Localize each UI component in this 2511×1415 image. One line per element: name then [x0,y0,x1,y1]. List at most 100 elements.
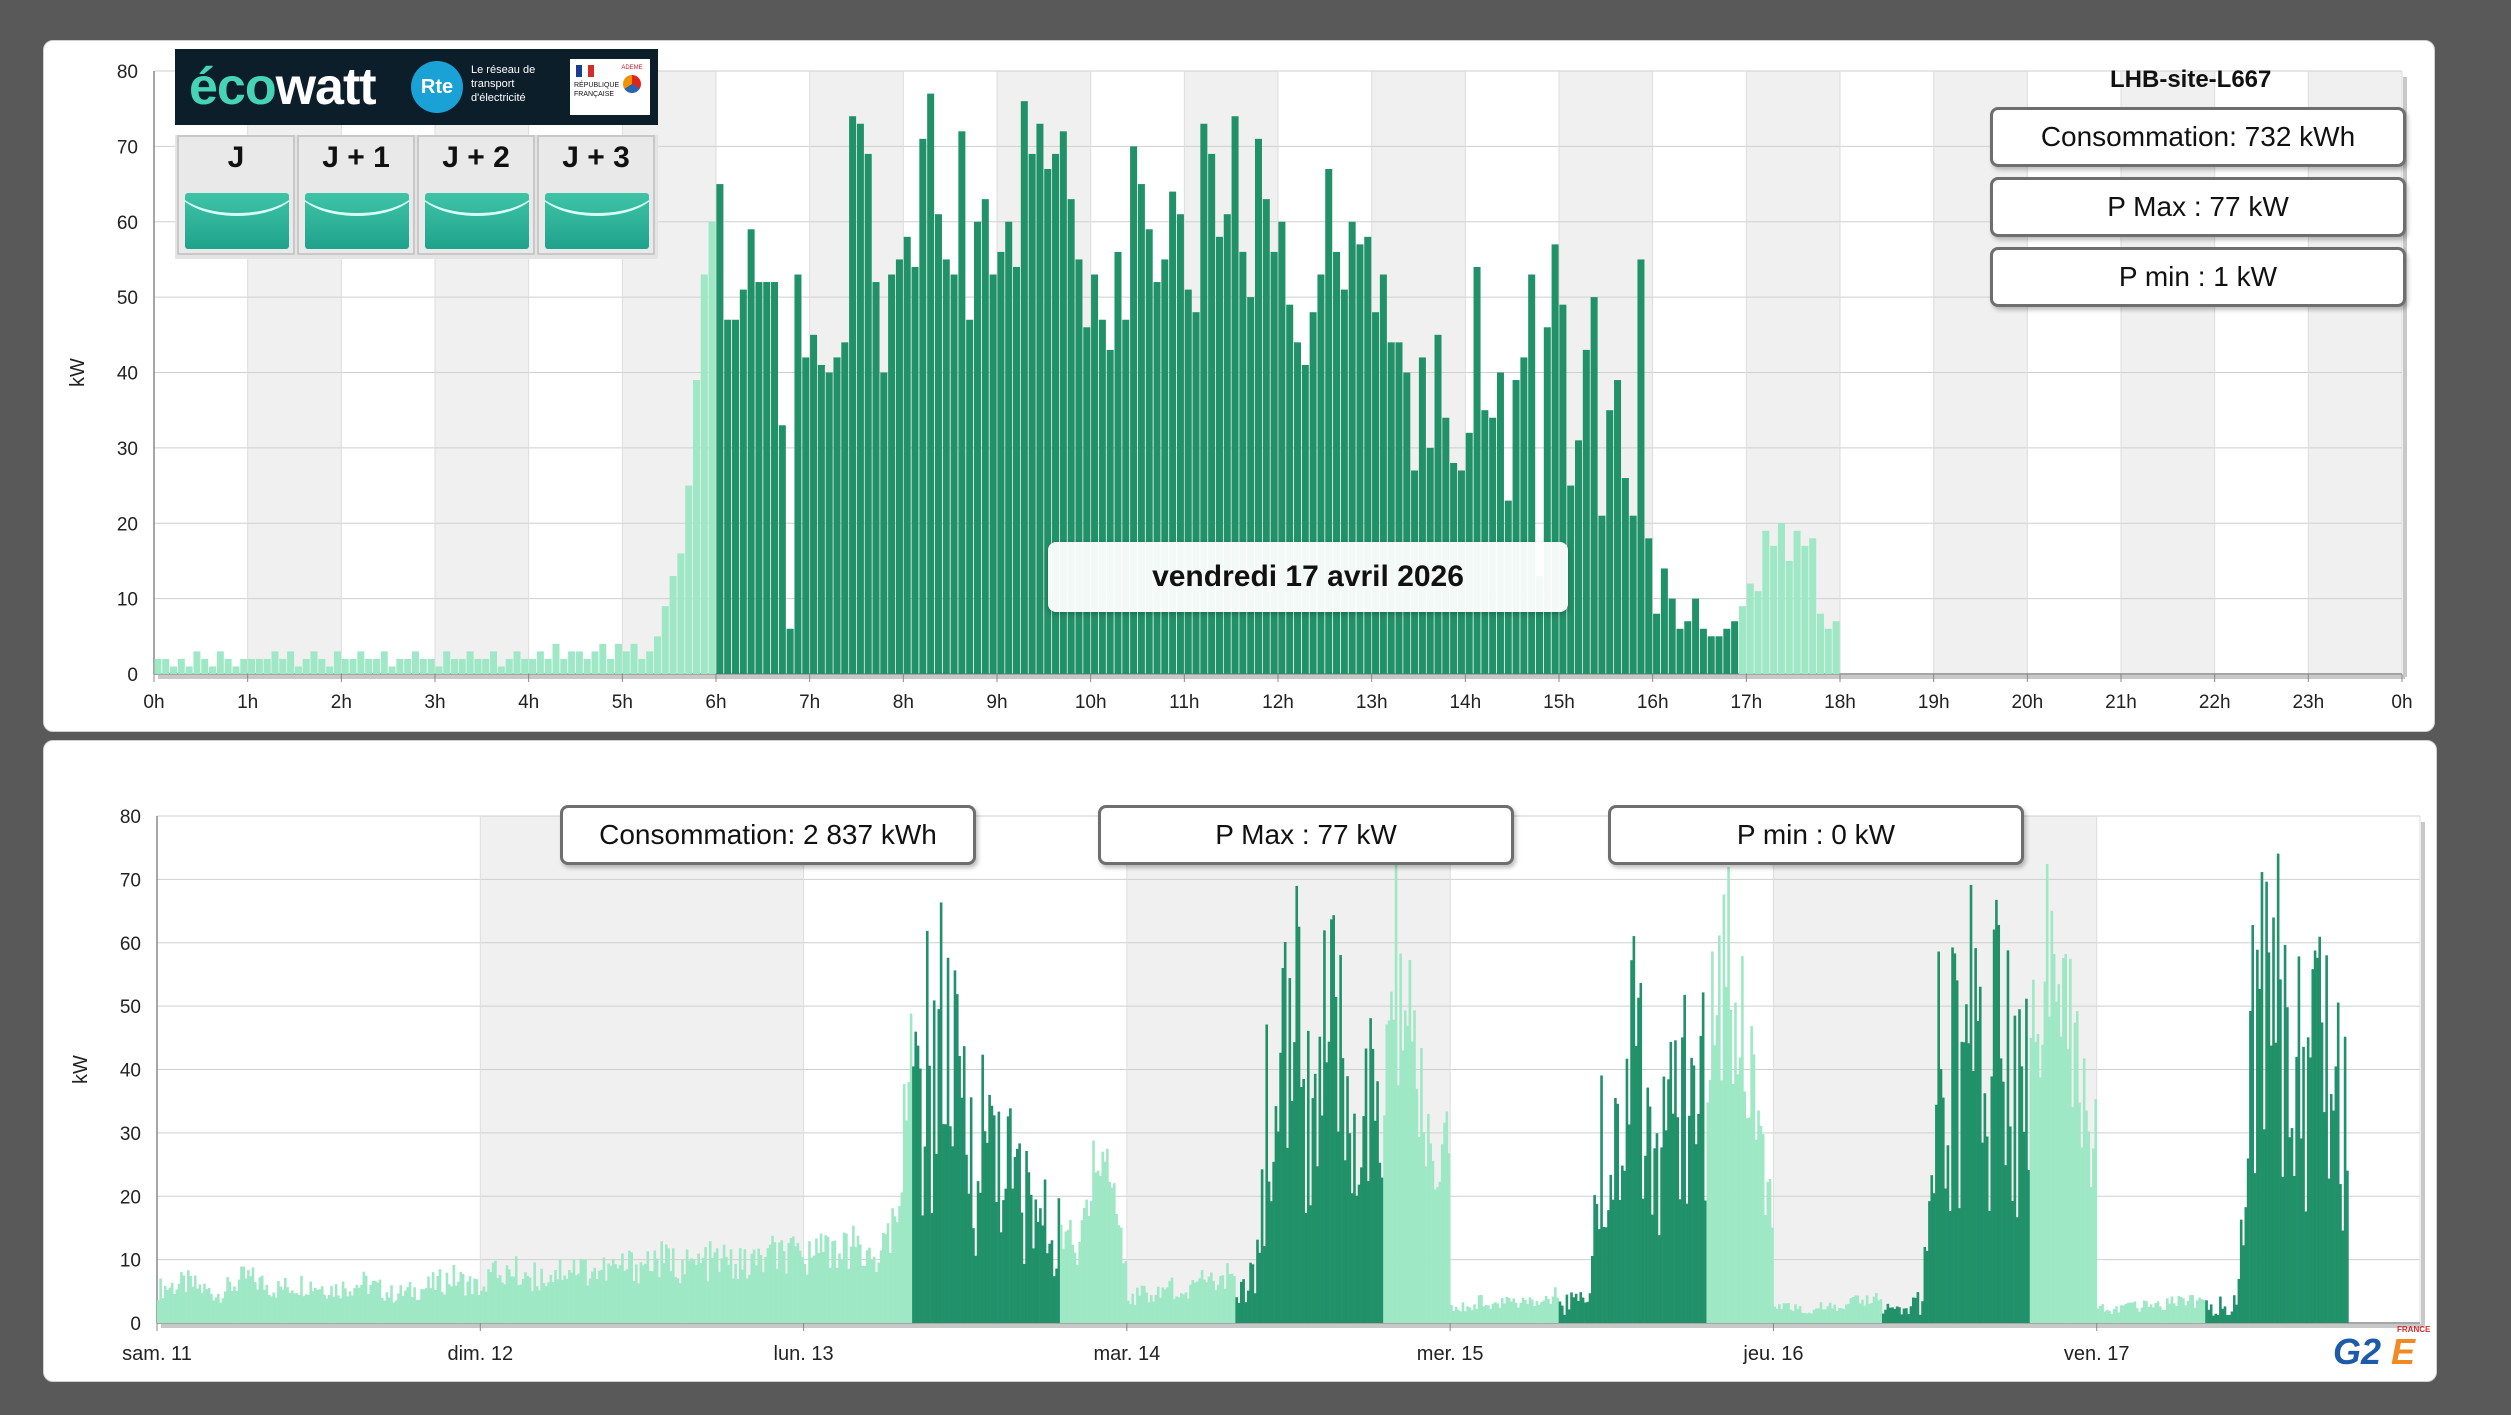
bar [1052,1276,1056,1323]
ecowatt-widget: écowatt Rte Le réseau de transport d'éle… [175,49,658,259]
bar [1484,1305,1488,1323]
bar [1069,1220,1072,1323]
bar [805,1274,809,1323]
bar [1203,1279,1206,1323]
bar [1379,274,1387,674]
bar [1660,1147,1663,1323]
x-tick-label: 21h [2105,692,2137,713]
bar [293,1293,296,1323]
bar [697,1253,700,1323]
bar [1877,1300,1880,1323]
bar [870,1259,874,1323]
bar [392,1302,396,1323]
bar [951,1146,954,1323]
bar [1692,598,1700,674]
bar [1027,1172,1031,1323]
bar [2295,1056,2298,1323]
bar [1196,1281,1199,1323]
bar [2258,988,2261,1323]
bar [999,1232,1003,1323]
bar [722,1244,726,1323]
bar [232,666,240,674]
bar [2325,955,2328,1323]
bar [1256,1239,1259,1323]
weekly-pmax-box: P Max : 77 kW [1098,805,1514,865]
bar [953,970,957,1323]
bar [2050,910,2054,1323]
bar [766,1248,770,1323]
bar [1147,1302,1151,1323]
bar [531,1291,534,1323]
bar [2198,1297,2201,1323]
bar [1177,1297,1181,1323]
bar [1078,1241,1081,1323]
bar [198,1284,202,1323]
bar [1621,1165,1624,1323]
bar [919,1068,922,1323]
bar [1251,1264,1255,1323]
bar [1036,1221,1040,1323]
bar [1752,1054,1756,1323]
date-label: vendredi 17 avril 2026 [1048,542,1568,612]
bar [950,274,958,674]
bar [688,1260,691,1323]
bar [1660,568,1668,674]
bar [847,1268,851,1323]
bar [616,1268,620,1323]
bar [1565,1294,1569,1323]
bar [201,658,209,674]
bar [946,957,950,1323]
bar [1925,1250,1929,1323]
bar [1022,1263,1026,1323]
bar [720,1258,724,1323]
bar [380,651,388,674]
x-tick-label: 9h [986,692,1007,713]
bar [1590,297,1598,674]
bar [905,1120,908,1323]
bar [1016,1148,1019,1323]
y-tick-label: 60 [120,934,141,955]
bar [1676,1117,1680,1323]
bar [1247,297,1255,674]
bar [387,1297,391,1323]
bar [1699,1035,1703,1323]
bar [838,1253,841,1323]
bar [1440,1144,1444,1323]
bar [1974,948,1977,1323]
bar [271,651,279,674]
bar [1627,1124,1631,1323]
bar [607,658,615,674]
bar [966,319,974,674]
x-tick-label: 13h [1356,692,1388,713]
bar [2069,958,2072,1323]
bar [1186,1298,1190,1323]
bar [1789,1309,1793,1323]
bar [725,1256,728,1323]
bar [2237,1278,2241,1323]
x-tick-label: ven. 17 [2064,1343,2130,1365]
bar [1535,1301,1539,1323]
bar [240,658,248,674]
x-tick-label: mar. 14 [1094,1343,1161,1365]
y-tick-label: 0 [130,1314,141,1335]
bar [332,1296,336,1323]
bar [2126,1302,2130,1323]
bar [1208,153,1216,675]
bar [771,1235,774,1323]
bar [1156,1286,1160,1323]
bar [1851,1296,1855,1323]
bar [763,282,771,674]
bar [350,1295,354,1323]
bar [450,1286,453,1323]
bar [1544,1295,1548,1323]
bar [1976,1021,1980,1323]
bar [1480,1295,1483,1323]
bar [748,1274,751,1323]
bar [736,1278,740,1323]
bar [1595,1203,1599,1323]
bar [1668,598,1676,674]
bar [907,1082,911,1323]
bar [1809,538,1817,674]
bar [1711,951,1714,1323]
bar [638,658,646,674]
